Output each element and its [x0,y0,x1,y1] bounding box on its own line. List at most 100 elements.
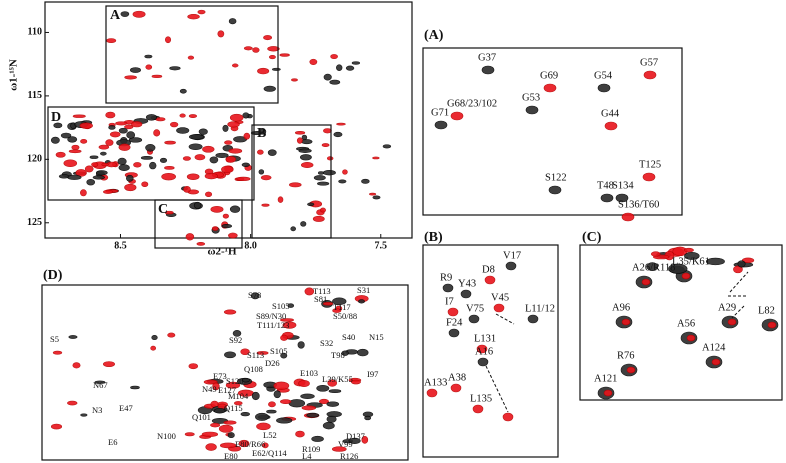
peak [311,435,324,442]
peak [263,35,273,41]
peak [306,412,320,418]
peak [318,398,329,405]
peak [240,411,250,417]
peak [210,205,224,213]
peak [68,149,82,154]
peak [261,442,269,449]
peak-label: T111/123 [257,320,289,330]
peak-label: G54 [594,70,613,81]
peak [263,85,276,92]
panel-label: (A) [424,28,444,43]
peak-label: G71 [431,107,449,118]
peak [52,350,63,355]
peak [164,210,174,215]
peak [326,411,342,418]
peak [209,156,219,164]
peak [481,65,495,75]
peak [255,412,269,421]
peak [298,148,312,154]
peak [151,74,163,79]
peak [55,151,66,158]
peak-label: S105 [270,346,287,356]
y-tick-label: 125 [27,217,42,228]
peak [741,257,755,264]
peak [72,114,86,118]
peak [80,413,88,417]
peak [120,11,130,17]
peak-label: G68/23/102 [447,98,497,109]
peak [642,172,656,182]
peak [646,262,659,272]
peak [525,105,539,115]
peak [527,314,539,324]
box-b [251,124,332,239]
peak [476,344,488,354]
peak [323,73,332,81]
peak [767,321,777,329]
peak [185,233,195,241]
peak [342,169,348,175]
peak-label: D8 [482,264,495,275]
peak [132,10,146,18]
peak [273,381,290,390]
peak [727,318,737,326]
peak [268,54,276,60]
box-a [105,5,279,104]
peak [329,79,341,85]
peak-label: V17 [503,250,521,261]
peak [124,124,134,130]
x-tick-label: 7.5 [375,240,388,251]
peak [212,382,220,391]
peak [257,149,264,155]
peak [250,292,260,300]
peak [300,393,315,399]
peak [256,422,271,431]
peak [227,121,240,128]
peak [221,165,234,174]
peak [194,154,206,161]
peak [548,185,562,195]
peak-label: Q108 [244,364,263,374]
peak [211,226,219,231]
peak [60,132,72,139]
peak-label: I97 [367,369,378,379]
peak [80,138,88,144]
peak-label: S89/N30 [256,311,286,321]
peak [681,272,691,280]
peak [53,122,63,129]
peak [228,232,238,239]
peak [84,165,94,173]
panel-d-frame [41,284,409,461]
peak [67,136,78,143]
peak [241,162,250,168]
peak [95,170,108,176]
peak [505,261,517,271]
peak [153,129,161,137]
peak-label: E80/R66 [235,439,265,449]
peak [442,283,454,293]
peak [341,350,349,356]
peak [101,162,109,167]
peak [317,171,324,175]
peak [447,307,459,317]
peak-label: T98 [331,350,345,360]
peak [273,390,281,399]
peak [176,127,190,134]
peak-label: V45 [491,292,509,303]
peak [268,401,276,408]
peak-label: S81 [314,294,327,304]
peak [128,137,143,143]
peak [296,137,303,144]
peak-label: V75 [466,303,484,314]
peak [187,13,200,20]
peak [641,278,651,286]
peak [711,358,721,366]
peak-label: S50/88 [333,311,357,321]
peak [227,432,235,439]
peak [450,383,462,393]
peak [312,215,325,222]
peak [737,260,746,268]
peak-label: S113 [247,350,264,360]
peak-label: L11/12 [525,303,555,314]
peak [108,125,116,130]
